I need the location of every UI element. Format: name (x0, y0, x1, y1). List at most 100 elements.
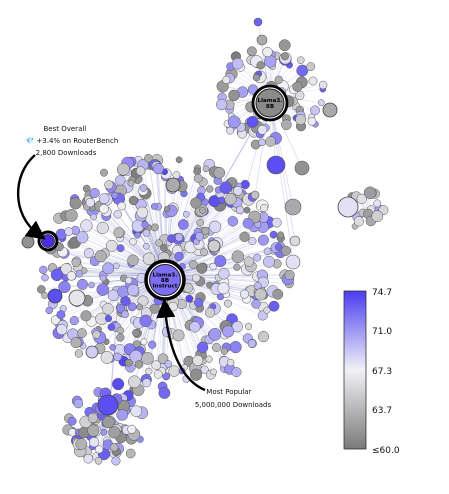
graph-node (284, 269, 295, 281)
graph-node (96, 283, 110, 296)
graph-node (167, 234, 176, 243)
graph-node (152, 163, 164, 175)
graph-node (69, 197, 82, 210)
graph-annotations: Best Overall 💎 +3.4% on RouterBench 2,80… (16, 125, 271, 409)
graph-node (107, 323, 116, 331)
graph-node (56, 310, 66, 320)
graph-node (127, 284, 140, 297)
graph-node (164, 360, 173, 368)
graph-node (200, 248, 208, 257)
graph-node (256, 34, 268, 46)
colorbar: 74.7 71.0 67.3 63.7 ≤60.0 (343, 288, 400, 456)
graph-node-large (207, 239, 221, 253)
graph-node (88, 281, 95, 289)
graph-node (80, 219, 93, 232)
graph-node (100, 168, 108, 177)
graph-node-large (47, 288, 63, 304)
graph-node (139, 184, 148, 192)
main-center-node (149, 264, 181, 296)
graph-edge (164, 180, 218, 276)
graph-node (108, 426, 121, 439)
graph-node (142, 229, 151, 237)
graph-node (109, 344, 116, 351)
graph-node (136, 206, 149, 219)
graph-node (100, 350, 114, 364)
graph-node (271, 217, 282, 228)
graph-node (130, 405, 143, 418)
graph-node (37, 285, 46, 294)
graph-node-large (337, 196, 359, 218)
graph-nodes (21, 17, 389, 466)
graph-node (128, 375, 141, 389)
graph-node (268, 300, 280, 312)
graph-node (150, 203, 158, 210)
graph-node (163, 205, 171, 213)
graph-node (112, 378, 125, 391)
graph-node (139, 314, 152, 327)
graph-node (69, 316, 79, 326)
graph-node (127, 424, 137, 434)
graph-node (284, 198, 302, 216)
graph-node (222, 75, 231, 84)
graph-node (262, 47, 273, 58)
graph-node (148, 340, 157, 349)
graph-node (239, 231, 250, 242)
graph-node (142, 242, 150, 250)
graph-node (188, 259, 198, 269)
best-overall-label: Best Overall 💎 +3.4% on RouterBench 2,80… (25, 125, 120, 157)
graph-node (151, 360, 162, 371)
graph-node (220, 347, 228, 355)
graph-node (129, 238, 137, 246)
graph-node (227, 216, 239, 227)
graph-node (189, 321, 201, 333)
graph-node (134, 231, 141, 239)
graph-node (202, 165, 210, 173)
graph-node (132, 328, 141, 337)
graph-node (258, 138, 266, 147)
graph-node (280, 245, 292, 256)
graph-node (373, 199, 382, 208)
graph-node (113, 227, 125, 238)
graph-node (243, 256, 254, 267)
graph-node (135, 166, 146, 176)
graph-node (307, 116, 317, 126)
graph-node (310, 105, 320, 116)
graph-node (264, 55, 277, 68)
best-overall-node (41, 234, 55, 248)
graph-node (136, 303, 143, 311)
graph-node (254, 288, 267, 301)
graph-node (262, 255, 275, 268)
graph-node (226, 126, 234, 135)
graph-node (155, 239, 163, 247)
graph-node (223, 299, 233, 308)
graph-node (116, 326, 124, 334)
graph-node (258, 234, 269, 246)
graph-node (141, 221, 149, 229)
graph-node (318, 80, 328, 90)
graph-node (87, 412, 99, 424)
graph-node (87, 424, 100, 437)
graph-node (317, 99, 325, 107)
graph-node (205, 307, 216, 318)
graph-node-large (322, 102, 338, 118)
graph-node (257, 124, 268, 135)
graph-node (231, 367, 242, 378)
graph-node (216, 98, 228, 111)
graph-node (83, 248, 94, 259)
graph-node (124, 358, 133, 367)
graph-node (116, 333, 125, 342)
graph-node (289, 235, 301, 247)
graph-node (175, 156, 183, 164)
graph-node (213, 166, 226, 179)
graph-node (88, 436, 100, 448)
graph-node (50, 268, 64, 282)
graph-node (245, 322, 253, 330)
graph-node (274, 75, 283, 84)
graph-node (157, 353, 169, 365)
graph-node (41, 273, 49, 282)
colorbar-tick-1: 71.0 (372, 327, 392, 337)
most-popular-arrow (156, 298, 206, 392)
graph-node (117, 201, 126, 211)
graph-node (158, 387, 171, 399)
